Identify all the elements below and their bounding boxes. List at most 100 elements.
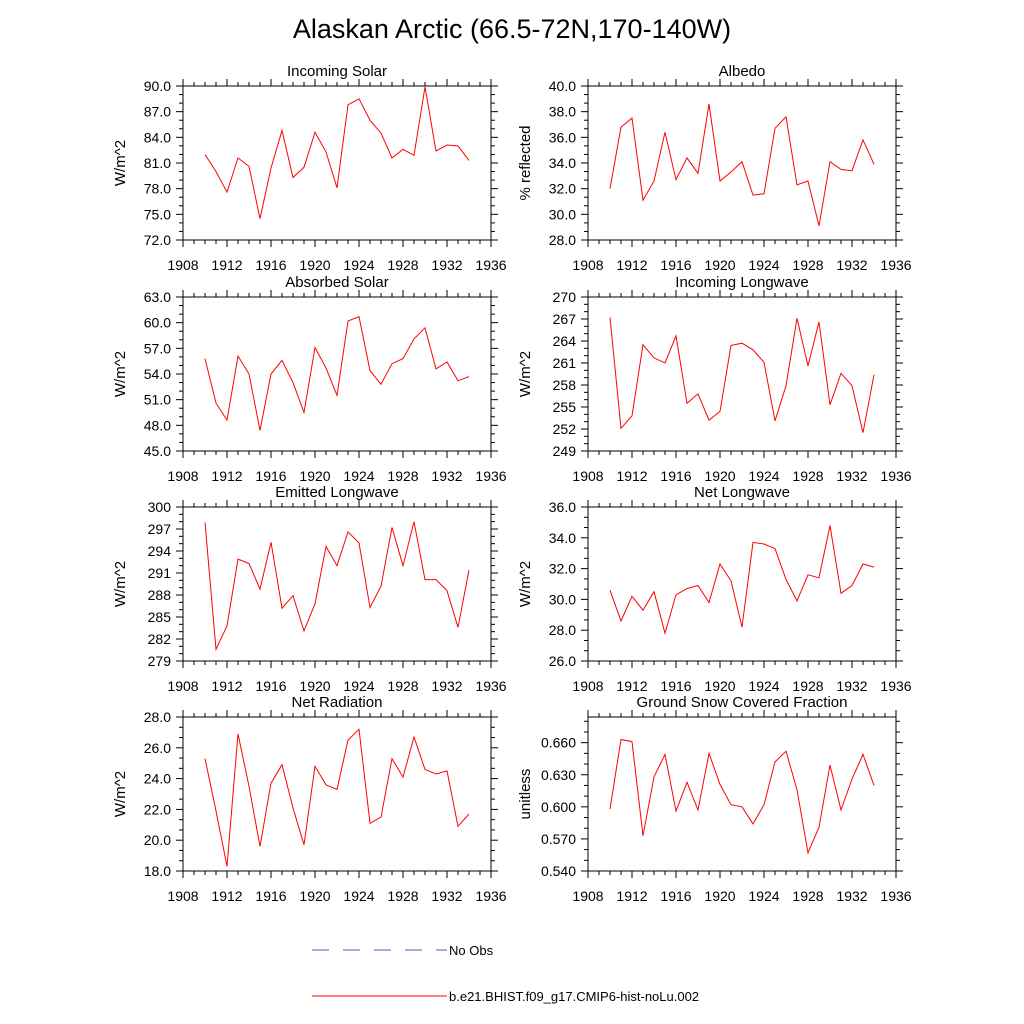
x-tick-label: 1936 (475, 888, 506, 904)
x-tick-label: 1916 (660, 678, 691, 694)
x-tick-label: 1912 (616, 468, 647, 484)
y-tick-label: 282 (148, 631, 172, 647)
y-axis-label: W/m^2 (112, 561, 129, 607)
x-tick-label: 1936 (880, 678, 911, 694)
y-tick-label: 32.0 (549, 181, 576, 197)
x-tick-label: 1928 (792, 678, 823, 694)
y-tick-label: 38.0 (549, 104, 576, 120)
y-axis-label: W/m^2 (517, 351, 534, 397)
x-tick-label: 1924 (343, 678, 374, 694)
x-tick-label: 1928 (387, 888, 418, 904)
x-tick-label: 1924 (748, 468, 779, 484)
series-line-emitted-longwave (204, 521, 470, 652)
x-tick-label: 1928 (387, 468, 418, 484)
plot-frame-incoming-longwave (587, 296, 897, 452)
y-tick-label: 0.630 (541, 767, 576, 783)
y-axis-label: unitless (517, 769, 534, 820)
y-tick-label: 22.0 (144, 801, 171, 817)
panel-title-net-longwave: Net Longwave (694, 484, 790, 501)
x-tick-label: 1912 (616, 678, 647, 694)
y-tick-label: 57.0 (144, 340, 171, 356)
x-tick-label: 1928 (792, 888, 823, 904)
x-tick-label: 1920 (704, 888, 735, 904)
x-tick-label: 1932 (431, 888, 462, 904)
plot-frame-ground-snow-covered-fraction (587, 716, 897, 872)
y-tick-label: 0.540 (541, 863, 576, 879)
x-tick-label: 1916 (255, 678, 286, 694)
y-tick-label: 18.0 (144, 863, 171, 879)
y-tick-label: 51.0 (144, 392, 171, 408)
x-tick-label: 1912 (211, 678, 242, 694)
x-tick-label: 1920 (299, 468, 330, 484)
y-tick-label: 297 (148, 521, 172, 537)
x-tick-label: 1908 (167, 468, 198, 484)
y-tick-label: 36.0 (549, 499, 576, 515)
x-tick-label: 1912 (211, 888, 242, 904)
x-tick-label: 1928 (387, 257, 418, 273)
y-tick-label: 34.0 (549, 155, 576, 171)
x-tick-label: 1932 (836, 888, 867, 904)
panel-title-incoming-solar: Incoming Solar (287, 63, 387, 80)
series-line-incoming-longwave (609, 317, 875, 433)
x-tick-label: 1916 (660, 257, 691, 273)
x-tick-label: 1908 (572, 468, 603, 484)
y-tick-label: 258 (553, 377, 577, 393)
series-line-incoming-solar (204, 86, 470, 219)
x-tick-label: 1908 (572, 888, 603, 904)
y-tick-label: 75.0 (144, 206, 171, 222)
x-tick-label: 1912 (616, 257, 647, 273)
y-tick-label: 26.0 (549, 653, 576, 669)
y-axis-label: W/m^2 (517, 561, 534, 607)
y-tick-label: 63.0 (144, 289, 171, 305)
x-tick-label: 1908 (167, 888, 198, 904)
x-tick-label: 1936 (475, 468, 506, 484)
y-tick-label: 45.0 (144, 443, 171, 459)
y-tick-label: 30.0 (549, 591, 576, 607)
y-axis-label: W/m^2 (112, 771, 129, 817)
panel-title-incoming-longwave: Incoming Longwave (675, 274, 808, 291)
y-tick-label: 87.0 (144, 104, 171, 120)
x-tick-label: 1924 (343, 468, 374, 484)
y-tick-label: 279 (148, 653, 172, 669)
y-tick-label: 252 (553, 421, 577, 437)
y-tick-label: 28.0 (549, 232, 576, 248)
y-tick-label: 90.0 (144, 78, 171, 94)
panel-title-albedo: Albedo (719, 63, 766, 80)
y-tick-label: 255 (553, 399, 577, 415)
y-axis-label: % reflected (517, 125, 534, 200)
y-tick-label: 20.0 (144, 832, 171, 848)
x-tick-label: 1920 (704, 257, 735, 273)
y-axis-label: W/m^2 (112, 351, 129, 397)
y-tick-label: 285 (148, 609, 172, 625)
x-tick-label: 1936 (880, 888, 911, 904)
x-tick-label: 1932 (836, 468, 867, 484)
x-tick-label: 1920 (299, 888, 330, 904)
plot-frame-net-longwave (587, 506, 897, 662)
x-tick-label: 1936 (475, 257, 506, 273)
y-tick-label: 26.0 (144, 740, 171, 756)
y-tick-label: 294 (148, 543, 172, 559)
y-tick-label: 0.570 (541, 831, 576, 847)
y-tick-label: 270 (553, 289, 577, 305)
y-tick-label: 72.0 (144, 232, 171, 248)
y-tick-label: 291 (148, 565, 172, 581)
series-line-net-radiation (204, 728, 470, 867)
y-tick-label: 60.0 (144, 315, 171, 331)
x-tick-label: 1920 (704, 468, 735, 484)
x-tick-label: 1932 (836, 678, 867, 694)
plot-frame-net-radiation (182, 716, 492, 872)
x-tick-label: 1908 (167, 257, 198, 273)
x-tick-label: 1912 (616, 888, 647, 904)
series-line-net-longwave (609, 525, 875, 636)
legend-label-no-obs: No Obs (449, 943, 494, 958)
x-tick-label: 1916 (660, 888, 691, 904)
y-tick-label: 28.0 (549, 622, 576, 638)
y-tick-label: 267 (553, 311, 577, 327)
plot-frame-absorbed-solar (182, 296, 492, 452)
series-line-ground-snow-covered-fraction (609, 738, 875, 855)
y-tick-label: 28.0 (144, 709, 171, 725)
x-tick-label: 1916 (255, 468, 286, 484)
y-tick-label: 288 (148, 587, 172, 603)
x-tick-label: 1936 (475, 678, 506, 694)
